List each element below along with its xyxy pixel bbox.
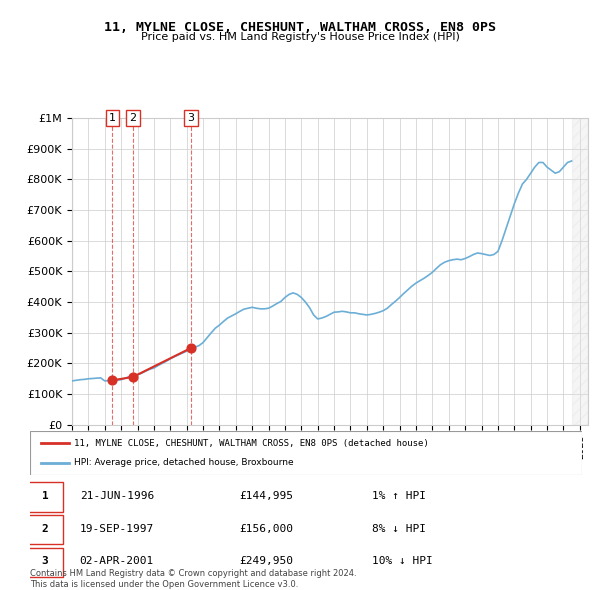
Text: 2: 2 [41, 524, 48, 533]
Text: 11, MYLNE CLOSE, CHESHUNT, WALTHAM CROSS, EN8 0PS: 11, MYLNE CLOSE, CHESHUNT, WALTHAM CROSS… [104, 21, 496, 34]
Text: 3: 3 [41, 556, 48, 566]
Point [107, 376, 117, 385]
FancyBboxPatch shape [27, 515, 63, 545]
Text: 8% ↓ HPI: 8% ↓ HPI [372, 524, 426, 533]
Bar [572, 118, 588, 425]
Text: Price paid vs. HM Land Registry's House Price Index (HPI): Price paid vs. HM Land Registry's House … [140, 32, 460, 42]
FancyBboxPatch shape [27, 548, 63, 577]
Text: £249,950: £249,950 [240, 556, 294, 566]
Text: 1% ↑ HPI: 1% ↑ HPI [372, 491, 426, 501]
Text: 19-SEP-1997: 19-SEP-1997 [80, 524, 154, 533]
Text: 1: 1 [109, 113, 116, 123]
Text: 11, MYLNE CLOSE, CHESHUNT, WALTHAM CROSS, EN8 0PS (detached house): 11, MYLNE CLOSE, CHESHUNT, WALTHAM CROSS… [74, 438, 429, 448]
FancyBboxPatch shape [30, 431, 582, 475]
Text: £156,000: £156,000 [240, 524, 294, 533]
Text: 10% ↓ HPI: 10% ↓ HPI [372, 556, 433, 566]
Text: HPI: Average price, detached house, Broxbourne: HPI: Average price, detached house, Brox… [74, 458, 294, 467]
Text: £144,995: £144,995 [240, 491, 294, 501]
Text: 3: 3 [187, 113, 194, 123]
Text: 21-JUN-1996: 21-JUN-1996 [80, 491, 154, 501]
Text: 02-APR-2001: 02-APR-2001 [80, 556, 154, 566]
FancyBboxPatch shape [27, 482, 63, 512]
Point [186, 343, 196, 353]
Text: 1: 1 [41, 491, 48, 501]
Text: 2: 2 [130, 113, 136, 123]
Point [128, 372, 138, 382]
Text: Contains HM Land Registry data © Crown copyright and database right 2024.
This d: Contains HM Land Registry data © Crown c… [30, 569, 356, 589]
